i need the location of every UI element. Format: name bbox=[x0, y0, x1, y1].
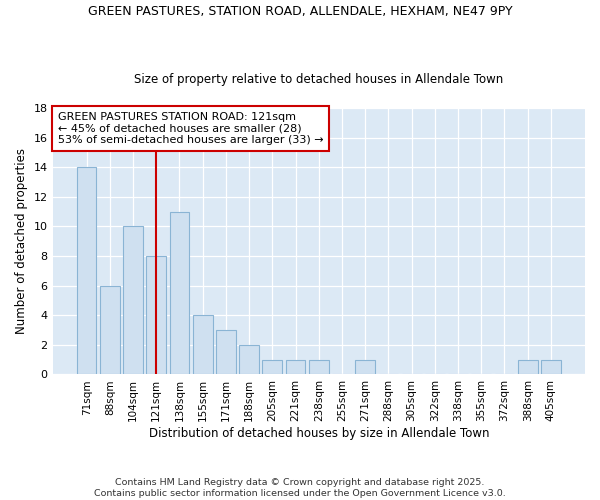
Text: Contains HM Land Registry data © Crown copyright and database right 2025.
Contai: Contains HM Land Registry data © Crown c… bbox=[94, 478, 506, 498]
Bar bbox=[77, 167, 97, 374]
Y-axis label: Number of detached properties: Number of detached properties bbox=[15, 148, 28, 334]
Bar bbox=[170, 212, 190, 374]
Bar bbox=[216, 330, 236, 374]
X-axis label: Distribution of detached houses by size in Allendale Town: Distribution of detached houses by size … bbox=[149, 427, 489, 440]
Bar bbox=[286, 360, 305, 374]
Text: GREEN PASTURES, STATION ROAD, ALLENDALE, HEXHAM, NE47 9PY: GREEN PASTURES, STATION ROAD, ALLENDALE,… bbox=[88, 5, 512, 18]
Bar bbox=[541, 360, 561, 374]
Bar bbox=[239, 345, 259, 374]
Bar bbox=[262, 360, 282, 374]
Bar bbox=[309, 360, 329, 374]
Bar bbox=[146, 256, 166, 374]
Bar bbox=[355, 360, 375, 374]
Bar bbox=[123, 226, 143, 374]
Bar bbox=[193, 315, 212, 374]
Bar bbox=[100, 286, 119, 374]
Bar bbox=[518, 360, 538, 374]
Text: GREEN PASTURES STATION ROAD: 121sqm
← 45% of detached houses are smaller (28)
53: GREEN PASTURES STATION ROAD: 121sqm ← 45… bbox=[58, 112, 323, 145]
Title: Size of property relative to detached houses in Allendale Town: Size of property relative to detached ho… bbox=[134, 73, 503, 86]
